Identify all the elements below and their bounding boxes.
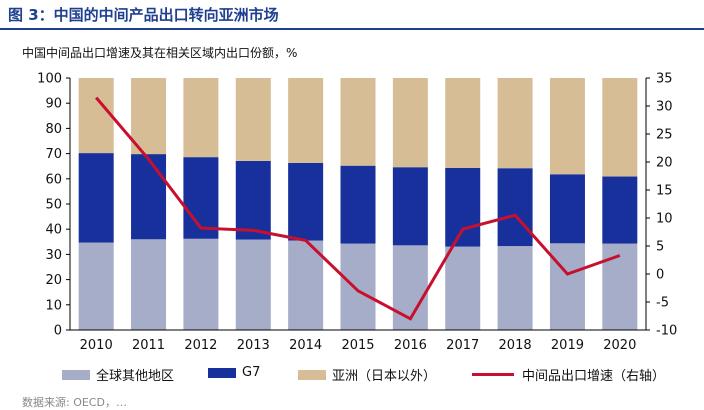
bar-asia-2010 — [78, 78, 114, 154]
bar-asia-2018 — [497, 78, 533, 169]
right-tick-label: 15 — [656, 184, 673, 199]
legend-label-other: 全球其他地区 — [96, 369, 175, 384]
growth-line — [95, 96, 621, 321]
legend: 全球其他地区 G7 亚洲（日本以外） 中间品出口增速（右轴） — [62, 365, 702, 384]
legend-label-growth: 中间品出口增速（右轴） — [522, 369, 666, 384]
chart-subtitle: 中国中间品出口增速及其在相关区域内出口份额，% — [22, 46, 298, 60]
right-tick-label: -5 — [656, 296, 669, 311]
legend-item-other: 全球其他地区 — [62, 365, 174, 384]
bar-other-2018 — [497, 246, 533, 330]
left-tick-label: 50 — [45, 198, 62, 213]
x-tick-label: 2013 — [237, 338, 270, 353]
left-tick-label: 10 — [45, 298, 62, 313]
left-tick-label: 70 — [45, 147, 62, 162]
bar-asia-2011 — [131, 78, 167, 155]
left-tick-label: 90 — [45, 97, 62, 112]
bar-g7-2019 — [549, 174, 585, 244]
bar-g7-2012 — [183, 157, 219, 239]
bar-asia-2013 — [235, 78, 271, 161]
bar-layer — [78, 78, 638, 330]
bar-g7-2013 — [235, 160, 271, 240]
legend-item-asia: 亚洲（日本以外） — [298, 365, 436, 384]
x-tick-label: 2016 — [394, 338, 427, 353]
legend-item-g7: G7 — [208, 365, 260, 380]
bar-other-2020 — [602, 243, 638, 330]
bar-asia-2015 — [340, 78, 376, 166]
left-tick-label: 80 — [45, 122, 62, 137]
legend-swatch-g7 — [208, 367, 236, 378]
bar-asia-2020 — [602, 78, 638, 177]
title-rule — [0, 28, 704, 30]
x-tick-label: 2011 — [132, 338, 165, 353]
figure-title: 图 3：中国的中间产品出口转向亚洲市场 — [8, 6, 279, 24]
bar-other-2010 — [78, 242, 114, 330]
axes-layer: 0 10 20 30 40 50 60 70 80 90 100 -10 -5 0 5 10 15 20 25 30 3… — [37, 72, 677, 354]
legend-swatch-other — [62, 369, 90, 380]
bar-other-2011 — [131, 239, 167, 330]
bar-other-2019 — [549, 243, 585, 330]
right-tick-label: 30 — [656, 100, 673, 115]
x-tick-label: 2020 — [603, 338, 636, 353]
right-tick-label: 20 — [656, 156, 673, 171]
bar-other-2017 — [445, 246, 481, 330]
source-note: 数据来源: OECD，… — [22, 396, 127, 409]
legend-label-asia: 亚洲（日本以外） — [332, 369, 437, 384]
left-tick-label: 100 — [37, 72, 62, 87]
bar-g7-2018 — [497, 168, 533, 247]
right-tick-label: 5 — [656, 240, 664, 255]
bar-g7-2014 — [288, 162, 324, 241]
legend-item-growth: 中间品出口增速（右轴） — [472, 365, 665, 384]
bar-g7-2011 — [131, 154, 167, 240]
left-tick-label: 60 — [45, 172, 62, 187]
bar-asia-2014 — [288, 78, 324, 163]
left-tick-label: 0 — [54, 324, 62, 339]
bar-g7-2015 — [340, 165, 376, 244]
bar-g7-2020 — [602, 176, 638, 244]
right-tick-label: 0 — [656, 268, 664, 283]
legend-line-growth — [472, 373, 514, 376]
bar-asia-2017 — [445, 78, 481, 168]
bar-asia-2012 — [183, 78, 219, 158]
x-tick-label: 2018 — [499, 338, 532, 353]
bar-asia-2019 — [549, 78, 585, 175]
line-layer — [95, 96, 621, 321]
bar-g7-2017 — [445, 167, 481, 247]
bar-asia-2016 — [392, 78, 428, 168]
right-tick-label: 10 — [656, 212, 673, 227]
bar-g7-2010 — [78, 153, 114, 243]
left-tick-label: 20 — [45, 273, 62, 288]
x-tick-label: 2015 — [341, 338, 374, 353]
legend-label-g7: G7 — [242, 365, 261, 380]
x-tick-label: 2014 — [289, 338, 322, 353]
x-tick-label: 2010 — [80, 338, 113, 353]
bar-other-2013 — [235, 239, 271, 330]
right-tick-label: 35 — [656, 72, 673, 87]
legend-swatch-asia — [298, 369, 326, 380]
bar-g7-2016 — [392, 167, 428, 246]
left-tick-label: 30 — [45, 248, 62, 263]
left-tick-label: 40 — [45, 223, 62, 238]
x-tick-label: 2017 — [446, 338, 479, 353]
chart-plot: 0 10 20 30 40 50 60 70 80 90 100 -10 -5 0 5 10 15 20 25 30 3… — [37, 72, 677, 354]
x-tick-label: 2012 — [184, 338, 217, 353]
right-tick-label: 25 — [656, 128, 673, 143]
x-tick-label: 2019 — [551, 338, 584, 353]
bar-other-2012 — [183, 238, 219, 330]
right-tick-label: -10 — [656, 324, 677, 339]
bar-other-2014 — [288, 240, 324, 330]
bar-other-2015 — [340, 243, 376, 330]
